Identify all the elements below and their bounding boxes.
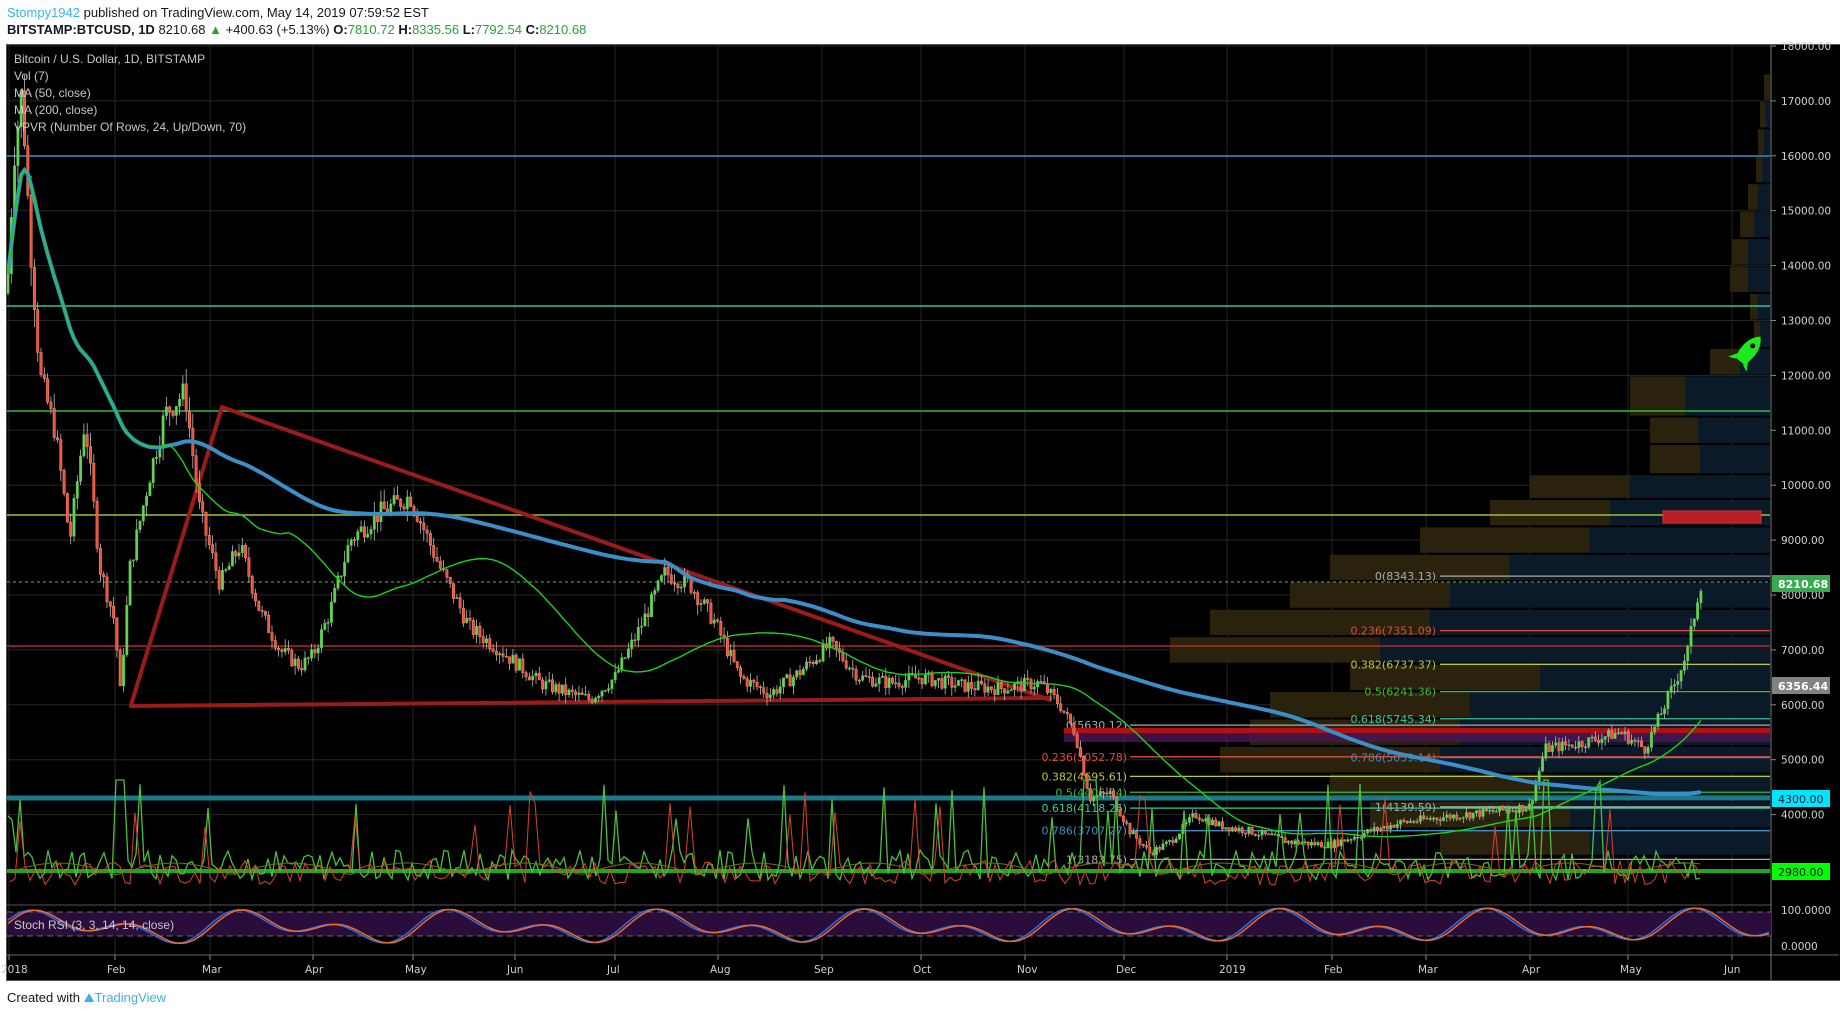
ma50-line	[7, 168, 1702, 838]
svg-text:Jul: Jul	[606, 964, 620, 976]
svg-text:4000.00: 4000.00	[1781, 810, 1824, 822]
legend-vol[interactable]: Vol (7)	[14, 69, 49, 83]
legend-title: Bitcoin / U.S. Dollar, 1D, BITSTAMP	[14, 52, 206, 66]
high-value: 8335.56	[412, 22, 460, 37]
price-tag-4300: 4300.00	[1772, 790, 1830, 807]
low-value: 7792.54	[474, 22, 522, 37]
svg-text:Oct: Oct	[913, 964, 931, 976]
svg-text:Jun: Jun	[506, 964, 523, 976]
svg-text:2980.00: 2980.00	[1778, 866, 1824, 879]
svg-text:Jun: Jun	[1723, 964, 1740, 976]
low-label: L:	[462, 22, 475, 37]
svg-text:7000.00: 7000.00	[1781, 645, 1824, 657]
svg-text:0.618(5745.34): 0.618(5745.34)	[1350, 713, 1436, 726]
price-candles	[7, 74, 1703, 859]
close-value: 8210.68	[539, 22, 587, 37]
svg-text:5000.00: 5000.00	[1781, 755, 1824, 767]
price-tag-6356: 6356.44	[1772, 677, 1830, 694]
last-price: 8210.68	[158, 22, 206, 37]
svg-text:Apr: Apr	[1522, 964, 1541, 976]
high-label: H:	[398, 22, 413, 37]
zone-red-box	[1662, 510, 1762, 524]
svg-text:Sep: Sep	[814, 964, 834, 976]
legend-vpvr[interactable]: VPVR (Number Of Rows, 24, Up/Down, 70)	[14, 120, 247, 134]
open-label: O:	[333, 22, 348, 37]
legend-ma200[interactable]: MA (200, close)	[14, 103, 98, 117]
price-tag-2980: 2980.00	[1772, 863, 1830, 880]
svg-text:2018: 2018	[1, 964, 28, 976]
svg-text:Feb: Feb	[1324, 964, 1343, 976]
svg-text:0.382(4695.61): 0.382(4695.61)	[1041, 770, 1127, 783]
svg-text:9000.00: 9000.00	[1781, 535, 1824, 547]
svg-text:4300.00: 4300.00	[1778, 793, 1824, 806]
symbol-info: BITSTAMP:BTCUSD, 1D 8210.68 ▲ +400.63 (+…	[7, 22, 586, 37]
svg-text:18000.00: 18000.00	[1781, 41, 1831, 53]
svg-text:14000.00: 14000.00	[1781, 261, 1831, 273]
zone-red-line	[1064, 728, 1770, 733]
footer: Created with ⛰TradingView	[7, 990, 166, 1006]
author-link[interactable]: Stompy1942	[7, 5, 80, 20]
price-change: +400.63 (+5.13%)	[225, 22, 330, 37]
svg-text:May: May	[405, 964, 427, 976]
svg-text:11000.00: 11000.00	[1781, 425, 1831, 437]
svg-text:2019: 2019	[1219, 964, 1246, 976]
svg-text:Nov: Nov	[1017, 964, 1038, 976]
svg-text:6356.44: 6356.44	[1778, 680, 1828, 693]
horizontal-levels	[7, 155, 1770, 873]
svg-text:1(4139.59): 1(4139.59)	[1375, 801, 1436, 814]
svg-text:0.382(6737.37): 0.382(6737.37)	[1350, 658, 1436, 671]
footer-text: Created with	[7, 990, 80, 1005]
svg-text:8210.68: 8210.68	[1778, 578, 1828, 591]
svg-text:0(8343.13): 0(8343.13)	[1375, 570, 1436, 583]
svg-text:0.618(4118.26): 0.618(4118.26)	[1041, 802, 1127, 815]
svg-text:0.5(6241.36): 0.5(6241.36)	[1364, 686, 1436, 699]
svg-text:13000.00: 13000.00	[1781, 316, 1831, 328]
price-axis: 18000.00 17000.00 16000.00 15000.00 14000.00…	[1771, 41, 1831, 822]
volume-lines	[7, 779, 1701, 887]
svg-text:Apr: Apr	[305, 964, 324, 976]
publish-text: published on TradingView.com, May 14, 20…	[80, 5, 429, 20]
svg-text:100.0000: 100.0000	[1781, 905, 1831, 917]
svg-text:0.236(7351.09): 0.236(7351.09)	[1350, 625, 1436, 638]
svg-text:17000.00: 17000.00	[1781, 96, 1831, 108]
svg-text:12000.00: 12000.00	[1781, 370, 1831, 382]
tradingview-logo-icon: ⛰	[83, 990, 95, 1005]
svg-text:Mar: Mar	[202, 964, 222, 976]
svg-text:8000.00: 8000.00	[1781, 590, 1824, 602]
up-arrow-icon: ▲	[209, 22, 222, 37]
time-axis: 2018 Feb Mar Apr May Jun Jul Aug Sep Oct Nov Dec 201…	[1, 955, 1740, 976]
stoch-band	[7, 912, 1771, 936]
svg-text:Mar: Mar	[1418, 964, 1438, 976]
triangle-trendlines	[129, 405, 1052, 708]
svg-text:6000.00: 6000.00	[1781, 700, 1824, 712]
legend-ma50[interactable]: MA (50, close)	[14, 86, 91, 100]
rocket-icon	[1728, 336, 1761, 372]
svg-text:10000.00: 10000.00	[1781, 480, 1831, 492]
svg-text:Feb: Feb	[107, 964, 126, 976]
svg-text:Aug: Aug	[710, 964, 731, 976]
svg-text:0.786(3707.27): 0.786(3707.27)	[1041, 825, 1127, 838]
open-value: 7810.72	[347, 22, 395, 37]
symbol-label: BITSTAMP:BTCUSD, 1D	[7, 22, 155, 37]
svg-text:0.0000: 0.0000	[1781, 941, 1818, 953]
fib-retracements: 0(8343.13) 0.236(7351.09) 0.382(6737.37) 0.…	[1041, 570, 1770, 866]
svg-text:16000.00: 16000.00	[1781, 151, 1831, 163]
svg-text:May: May	[1620, 964, 1642, 976]
publish-info: Stompy1942 published on TradingView.com,…	[7, 5, 429, 20]
price-tag-last: 8210.68	[1772, 575, 1830, 592]
close-label: C:	[525, 22, 540, 37]
svg-text:15000.00: 15000.00	[1781, 206, 1831, 218]
svg-text:Dec: Dec	[1116, 964, 1137, 976]
ma200-line	[7, 166, 1702, 796]
stoch-rsi-lines	[7, 907, 1770, 945]
svg-text:0.786(5039.14): 0.786(5039.14)	[1350, 752, 1436, 765]
chart-legend: Bitcoin / U.S. Dollar, 1D, BITSTAMP Vol …	[14, 51, 246, 136]
tradingview-link[interactable]: TradingView	[94, 990, 167, 1005]
legend-stoch[interactable]: Stoch RSI (3, 3, 14, 14, close)	[14, 918, 175, 932]
